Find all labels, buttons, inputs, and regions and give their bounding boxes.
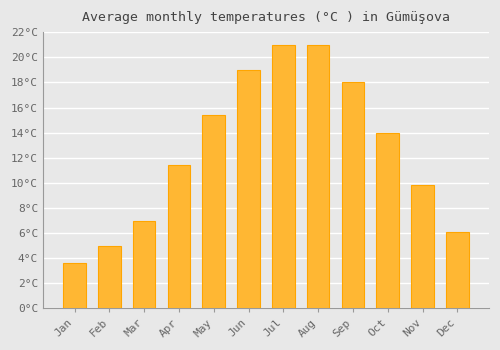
Bar [272,45,294,308]
Bar [376,133,399,308]
Bar [133,220,156,308]
Bar [98,246,120,308]
Title: Average monthly temperatures (°C ) in Gümüşova: Average monthly temperatures (°C ) in Gü… [82,11,450,24]
Bar [168,165,190,308]
Bar [342,83,364,308]
Bar [411,186,434,308]
Bar [63,263,86,308]
Bar [307,45,330,308]
Bar [237,70,260,308]
Bar [202,115,225,308]
Bar [446,232,468,308]
